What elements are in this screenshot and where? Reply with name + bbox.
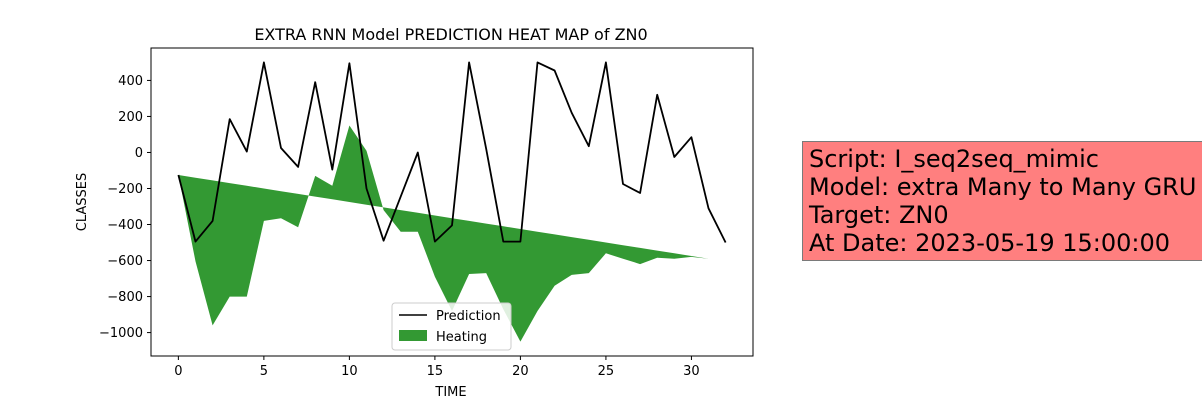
y-tick-label: −800 bbox=[107, 290, 143, 305]
y-tick-label: −400 bbox=[107, 218, 143, 233]
y-tick-label: 400 bbox=[118, 74, 143, 89]
heating-area bbox=[178, 125, 726, 342]
legend: Prediction Heating bbox=[391, 302, 512, 351]
info-date: At Date: 2023-05-19 15:00:00 bbox=[809, 229, 1171, 257]
x-tick-label: 15 bbox=[427, 364, 444, 379]
y-tick-label: −600 bbox=[107, 254, 143, 269]
prediction-line bbox=[177, 61, 727, 243]
info-model: Model: extra Many to Many GRU bbox=[809, 173, 1197, 201]
info-target: Target: ZN0 bbox=[809, 201, 949, 229]
legend-heating-label: Heating bbox=[436, 330, 487, 345]
legend-heating-swatch bbox=[399, 330, 427, 341]
info-box: Script: I_seq2seq_mimic Model: extra Man… bbox=[802, 141, 1202, 261]
x-tick-label: 10 bbox=[341, 364, 358, 379]
x-axis-label: TIME bbox=[434, 385, 466, 400]
y-tick-label: −1000 bbox=[99, 326, 143, 341]
x-tick-label: 0 bbox=[174, 364, 182, 379]
x-tick-label: 25 bbox=[598, 364, 615, 379]
y-tick-label: 200 bbox=[118, 110, 143, 125]
plot-frame bbox=[150, 47, 754, 357]
legend-prediction-label: Prediction bbox=[436, 309, 501, 324]
y-axis-label: CLASSES bbox=[75, 173, 90, 231]
chart-title: EXTRA RNN Model PREDICTION HEAT MAP of Z… bbox=[254, 25, 647, 44]
y-tick-label: −200 bbox=[107, 182, 143, 197]
plot-area bbox=[177, 61, 727, 342]
y-tick-label: 0 bbox=[135, 146, 143, 161]
x-tick-label: 20 bbox=[512, 364, 529, 379]
x-tick-label: 5 bbox=[260, 364, 268, 379]
info-script: Script: I_seq2seq_mimic bbox=[809, 145, 1099, 173]
axes: 0 5 10 15 20 25 30 −1000 −800 −600 −400 −200 0 200 400 bbox=[99, 74, 700, 379]
x-tick-label: 30 bbox=[683, 364, 700, 379]
chart: EXTRA RNN Model PREDICTION HEAT MAP of Z… bbox=[75, 25, 754, 400]
